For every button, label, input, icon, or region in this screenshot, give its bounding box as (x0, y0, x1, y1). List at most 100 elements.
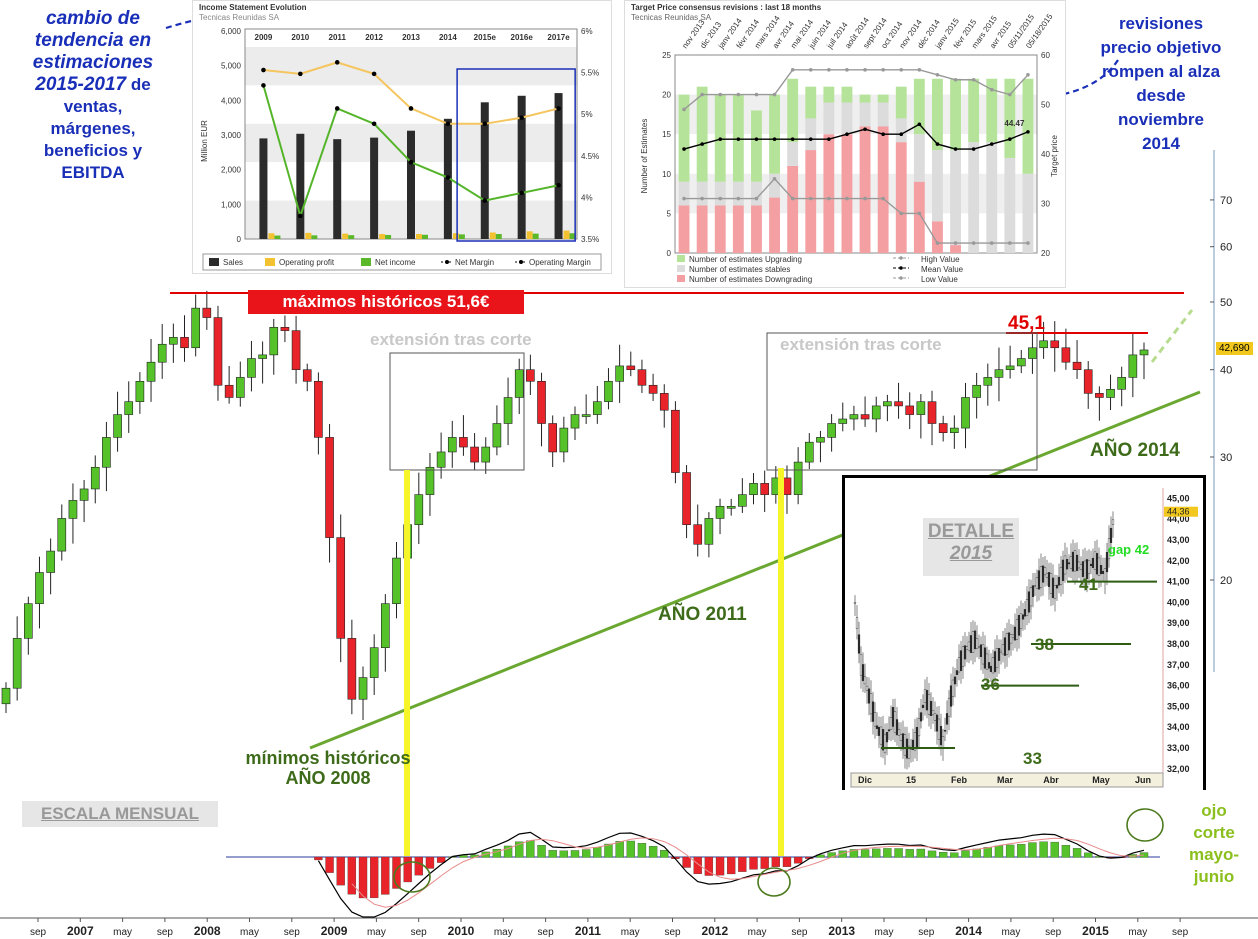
detail-candle-body (1033, 585, 1037, 587)
low-value-point (899, 211, 904, 216)
candle-body (146, 361, 156, 382)
candle-body (102, 437, 111, 468)
detail-candle-body (955, 670, 959, 675)
operating-margin-point (261, 67, 266, 73)
stable-bar (859, 102, 871, 127)
upgrading-bar (859, 94, 871, 103)
high-value-point (935, 73, 940, 77)
sales-bar (480, 102, 489, 240)
candle-body (648, 384, 658, 394)
stable-bar (950, 150, 961, 246)
candle-body (559, 427, 569, 453)
macd-bar (436, 856, 446, 863)
operating-profit-bar (526, 231, 533, 239)
sales-bar (554, 93, 563, 239)
candle-body (269, 326, 279, 356)
macd-bar (481, 851, 490, 858)
candle-body (1, 687, 11, 705)
crossover-marker-2009 (404, 470, 410, 856)
candle-body (1106, 388, 1115, 398)
net-income-bar (311, 235, 318, 239)
upgrading-bar (968, 78, 980, 143)
macd-bar (570, 850, 580, 858)
high-value-point (845, 68, 849, 72)
income-right-tick: 4% (581, 193, 593, 202)
detail-y-tick: 39,00 (1167, 618, 1190, 628)
detail-candle-body (879, 726, 883, 745)
macd-bar (526, 840, 535, 858)
detail-candle-body (1045, 573, 1049, 578)
income-legend-label: Sales (223, 258, 243, 267)
candle-body (782, 477, 792, 495)
downgrading-bar (805, 150, 817, 253)
time-label: may (1128, 927, 1147, 938)
candle-body (1095, 393, 1104, 398)
candle-body (470, 446, 479, 463)
net-margin-point (556, 182, 561, 188)
ann-line4a: 2015-2017 (35, 74, 127, 95)
detail-candle-body (1003, 637, 1007, 656)
detail-x-label: Abr (1043, 775, 1059, 785)
detail-y-tick: 40,00 (1167, 597, 1190, 607)
candle-body (916, 401, 926, 415)
detail-candle-body (1021, 614, 1025, 620)
detail-candle-body (1101, 570, 1105, 574)
macd-bar (905, 849, 914, 858)
detail-candle-body (1039, 566, 1043, 588)
detail-candle-body (1035, 577, 1039, 589)
candle-body (581, 414, 591, 417)
detail-candle-body (1087, 560, 1091, 574)
macd-bar (492, 848, 502, 858)
income-year-label: 2013 (402, 33, 420, 42)
time-label: sep (157, 927, 174, 938)
macd-bar (648, 846, 658, 858)
candle-body (849, 414, 859, 420)
price-tick-label: 30 (1220, 452, 1232, 464)
target-band (675, 173, 1037, 214)
macd-bar (1039, 841, 1048, 858)
income-left-tick: 2,000 (221, 166, 242, 175)
upgrading-bar (986, 78, 998, 143)
detail-candle-body (923, 689, 927, 703)
upgrading-bar (950, 78, 961, 151)
time-label: sep (538, 927, 555, 938)
macd-bar (1084, 852, 1093, 858)
extension-box-1 (389, 352, 525, 471)
candle-body (671, 409, 680, 473)
net-margin-point (261, 83, 266, 88)
target-band (675, 134, 1037, 174)
candle-body (347, 638, 357, 700)
crossover-marker-2012 (778, 468, 784, 856)
target-title: Target Price consensus revisions : last … (631, 3, 822, 12)
low-value-point (1026, 241, 1030, 245)
candle-body (738, 494, 747, 507)
stable-bar (823, 102, 835, 135)
detail-candle-body (1025, 599, 1029, 616)
detail-level-label: 36 (981, 675, 1000, 694)
detail-candle-body (853, 602, 857, 604)
target-left-tick: 0 (667, 249, 672, 258)
macd-bar (749, 856, 758, 870)
net-margin-point (408, 159, 414, 165)
downgrading-bar (823, 134, 835, 253)
operating-profit-bar (305, 232, 312, 239)
macd-bar (1061, 845, 1071, 858)
high-value-point (772, 92, 777, 97)
detail-candle-body (873, 712, 877, 727)
time-label: may (367, 927, 386, 938)
extension-box-2 (766, 332, 1038, 471)
time-label: 2007 (67, 924, 94, 938)
detail-candle-body (1099, 565, 1103, 575)
detail-candle-body (1063, 555, 1067, 575)
candle-body (1128, 354, 1138, 378)
candle-body (503, 397, 513, 424)
time-label: 2013 (828, 924, 855, 938)
rev-line1: revisiones (1118, 14, 1204, 33)
candle-body (1139, 349, 1149, 356)
detail-xaxis (850, 772, 1164, 788)
sales-bar (296, 133, 305, 239)
candle-body (682, 472, 691, 525)
time-label: sep (30, 927, 47, 938)
mean-value-point (863, 127, 867, 132)
low-value-point (989, 241, 994, 245)
